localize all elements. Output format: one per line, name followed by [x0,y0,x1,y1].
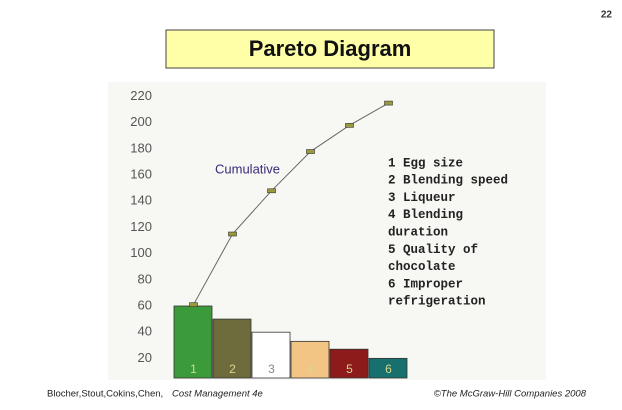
bar [329,348,369,379]
bar [212,318,252,379]
y-tick-label: 220 [130,88,152,103]
legend-line: duration [388,225,448,239]
y-tick-label: 40 [138,324,152,339]
y-tick-label: 100 [130,245,152,260]
cumulative-marker [189,302,198,307]
footer-authors: Blocher,Stout,Cokins,Chen, [47,389,163,400]
y-tick-label: 20 [138,350,152,365]
legend-line: 1 Egg size [388,156,463,170]
bar-label: 4 [307,362,314,376]
legend-line: 2 Blending speed [388,174,508,188]
legend-line: 3 Liqueur [388,191,456,205]
bar [173,305,213,379]
footer-copyright: ©The McGraw-Hill Companies 2008 [434,389,587,400]
cumulative-marker [267,188,276,194]
y-tick-label: 140 [130,193,152,208]
y-tick-label: 120 [130,219,152,234]
bar [290,340,330,379]
annotation: Cumulative [215,161,280,176]
bar-label: 5 [346,362,353,376]
y-tick-label: 80 [138,271,152,286]
cumulative-marker [384,100,393,106]
y-tick-label: 180 [130,140,152,155]
bar-label: 2 [229,362,236,376]
legend-line: refrigeration [388,295,486,309]
footer-book: Cost Management 4e [172,389,263,400]
title-box [165,29,495,69]
bar-label: 3 [268,362,275,376]
y-tick-label: 160 [130,167,152,182]
slide-number: 22 [601,10,613,21]
y-tick-label: 60 [138,297,152,312]
legend-line: 5 Quality of [388,243,478,257]
bar-label: 6 [385,362,392,376]
cumulative-line [193,102,389,305]
y-tick-label: 200 [130,114,152,129]
cumulative-marker [228,231,237,237]
bar [251,331,291,379]
legend-line: chocolate [388,260,456,274]
legend-line: 4 Blending [388,208,463,222]
slide-title: Pareto Diagram [249,36,412,61]
chart: 20 40 60 80 100 120 140 160 180 200 220 1 2 3 4 5 6 Cumul… [130,88,508,379]
cumulative-marker [345,123,354,128]
legend-line: 6 Improper [388,277,463,291]
bar-label: 1 [190,362,197,376]
cumulative-marker [306,149,315,154]
bar [368,357,408,379]
